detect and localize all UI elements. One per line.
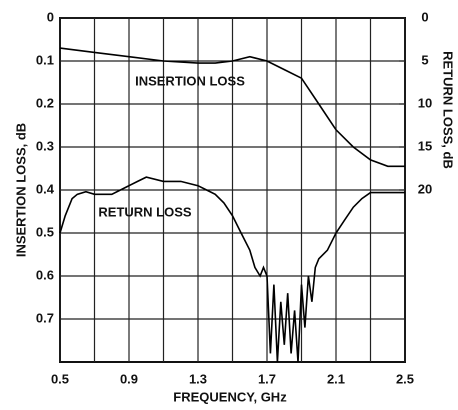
x-tick-label: 2.1 [327,371,345,386]
y2-tick-label: 5 [421,52,428,67]
y2-tick-label: 10 [418,95,432,110]
y-tick-label: 0.4 [36,181,55,196]
y-tick-label: 0 [47,9,54,24]
series-label: INSERTION LOSS [135,73,245,88]
y2-tick-label: 15 [418,138,432,153]
series-line [59,47,405,168]
y-axis-label: INSERTION LOSS, dB [13,123,28,257]
y-tick-label: 0.7 [36,310,54,325]
x-tick-label: 1.7 [258,371,276,386]
y2-axis-label: RETURN LOSS, dB [441,51,456,169]
x-axis-label: FREQUENCY, GHz [173,389,287,404]
series-label: RETURN LOSS [98,204,192,219]
series-line [59,176,405,363]
x-tick-label: 0.5 [51,371,69,386]
y-tick-label: 0.3 [36,138,54,153]
y-tick-label: 0.1 [36,52,54,67]
y2-tick-label: 20 [418,181,432,196]
x-tick-label: 1.3 [189,371,207,386]
y-tick-label: 0.2 [36,95,54,110]
y-tick-label: 0.5 [36,224,54,239]
y-tick-label: 0.6 [36,267,54,282]
y2-tick-label: 0 [421,9,428,24]
x-tick-label: 0.9 [120,371,138,386]
x-tick-label: 2.5 [396,371,414,386]
